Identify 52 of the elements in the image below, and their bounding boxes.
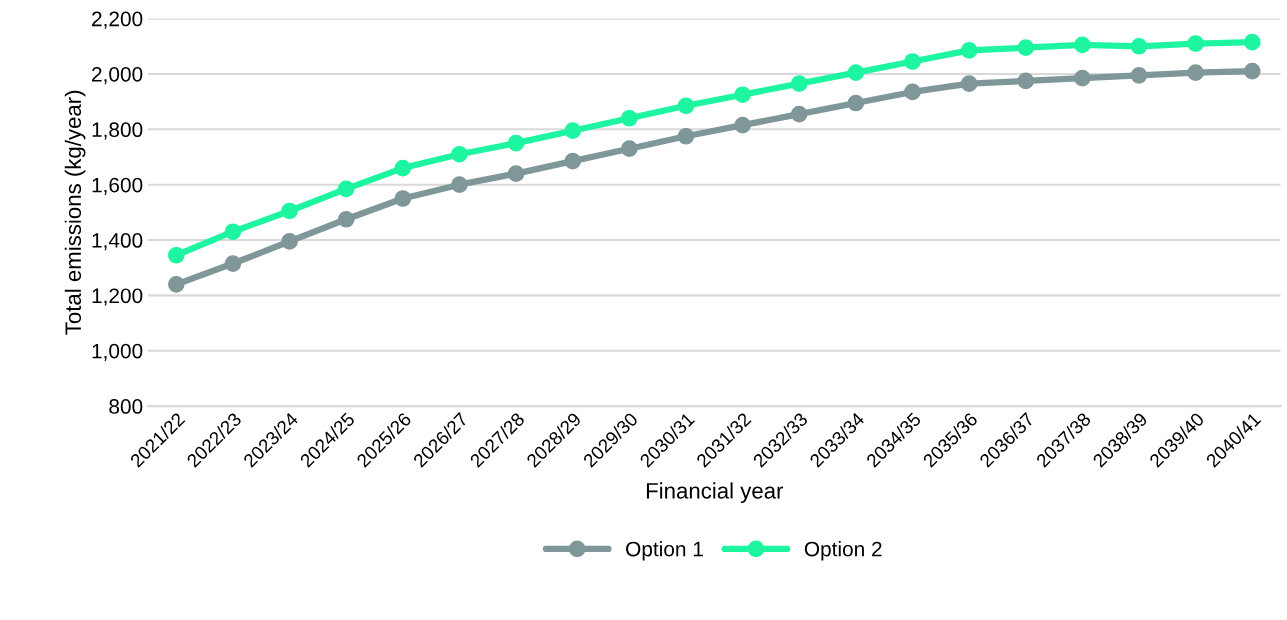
point (451, 176, 468, 194)
point (394, 159, 412, 177)
y-tick-label: 800 (109, 399, 143, 414)
y-tick-label: 1,400 (92, 233, 143, 251)
point (337, 210, 355, 228)
point (621, 109, 638, 127)
y-tick-label: 2,000 (92, 66, 143, 85)
point (1243, 62, 1261, 80)
point (790, 75, 808, 92)
point (167, 246, 185, 264)
point (281, 202, 298, 220)
point (734, 86, 751, 104)
point (1074, 36, 1091, 54)
point (224, 223, 242, 241)
point (677, 97, 695, 115)
point (451, 145, 468, 163)
point (167, 275, 185, 293)
point (1130, 67, 1148, 84)
point (1017, 72, 1035, 90)
point (1243, 33, 1261, 51)
point (1187, 64, 1204, 81)
point (734, 116, 751, 134)
y-tick-label: 1,600 (92, 177, 143, 195)
y-tick-label: 1,800 (92, 122, 143, 140)
point (904, 83, 921, 101)
point (621, 140, 638, 158)
point (960, 75, 978, 92)
point (281, 233, 298, 250)
legend-label: Option 2 (804, 541, 882, 561)
point (847, 94, 865, 112)
x-axis-title: Financial year (646, 482, 784, 504)
legend-label: Option 1 (626, 541, 703, 561)
point (1074, 69, 1091, 87)
point (224, 255, 242, 272)
y-tick-label: 1,000 (92, 343, 143, 361)
point (337, 180, 355, 198)
point (1187, 35, 1204, 52)
point (677, 127, 695, 145)
y-tick-label: 2,200 (92, 11, 143, 29)
point (507, 165, 525, 182)
point (507, 134, 525, 152)
point (1017, 39, 1035, 56)
point (564, 152, 582, 170)
point (564, 122, 582, 140)
point (847, 64, 865, 81)
point (1130, 37, 1148, 55)
point (960, 42, 978, 59)
point (790, 105, 808, 123)
y-tick-label: 1,200 (92, 288, 143, 306)
point (904, 53, 921, 70)
point (394, 190, 412, 207)
y-axis-title: Total emissions (kg/year) (64, 90, 86, 335)
